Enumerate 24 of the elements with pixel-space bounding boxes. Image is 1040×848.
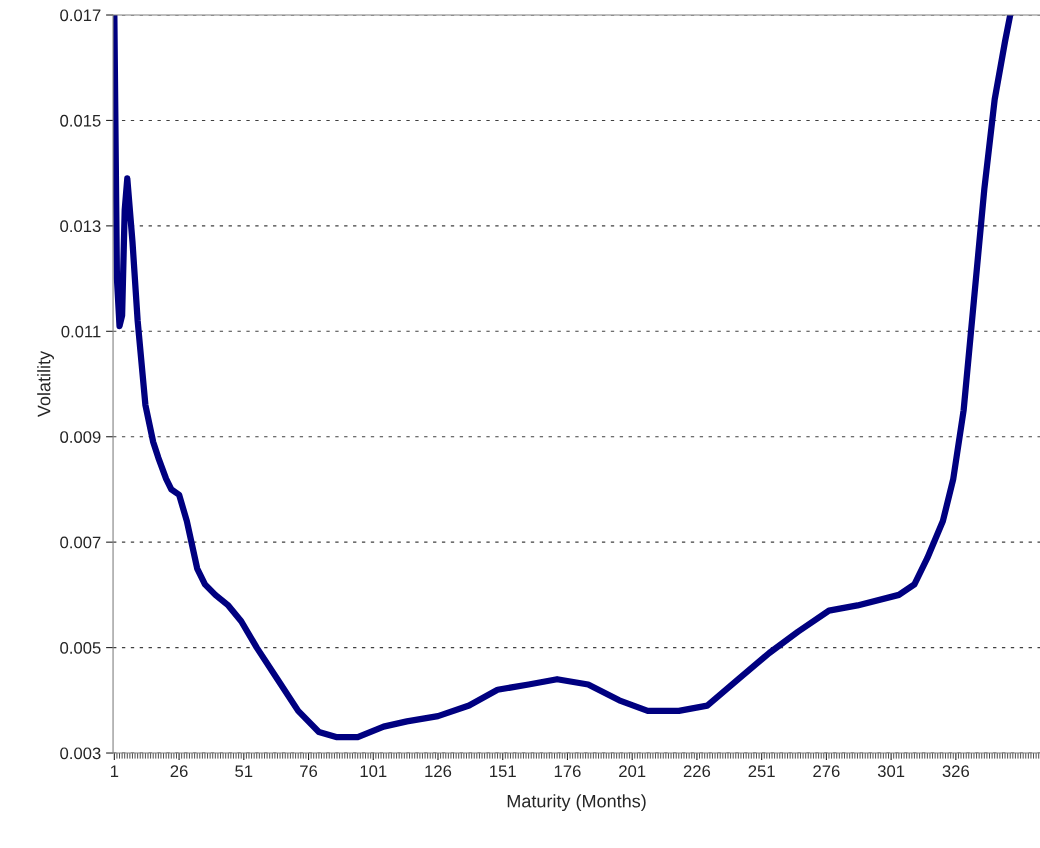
y-tick-label: 0.005	[60, 641, 101, 654]
x-tick-label: 26	[170, 765, 188, 778]
x-tick-label: 101	[360, 765, 387, 778]
x-tick-label: 251	[748, 765, 775, 778]
y-tick-label: 0.011	[61, 325, 101, 338]
x-tick-label: 276	[813, 765, 840, 778]
x-tick-label: 126	[425, 765, 452, 778]
y-tick-label: 0.013	[60, 220, 101, 233]
x-tick-label: 326	[942, 765, 970, 778]
x-tick-label: 301	[877, 765, 905, 778]
y-tick-label: 0.017	[60, 9, 101, 22]
x-tick-label: 151	[490, 765, 516, 778]
y-tick-label: 0.015	[60, 114, 101, 127]
x-tick-label: 176	[554, 765, 581, 778]
y-axis-title: Volatility	[37, 350, 54, 418]
x-tick-label: 76	[300, 765, 318, 778]
y-tick-label: 0.009	[60, 431, 101, 443]
x-tick-label: 51	[235, 765, 253, 778]
y-tick-label: 0.007	[60, 536, 101, 549]
x-tick-label: 201	[619, 765, 646, 778]
x-tick-label: 1	[110, 765, 119, 777]
x-tick-label: 226	[683, 765, 711, 778]
y-tick-label: 0.003	[60, 747, 101, 760]
x-axis-title: Maturity (Months)	[507, 794, 646, 812]
